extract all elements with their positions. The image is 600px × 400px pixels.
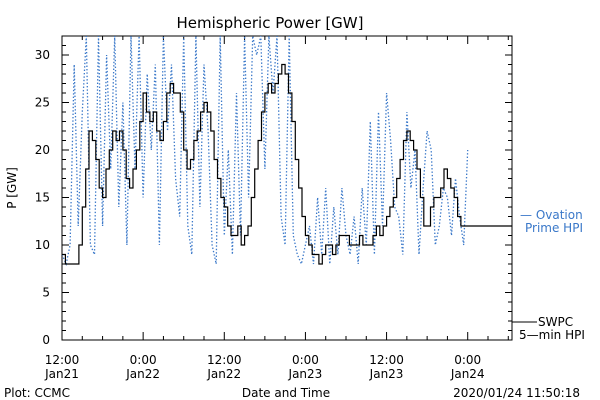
swpc-legend-line1: SWPC [538, 315, 573, 329]
chart-title: Hemispheric Power [GW] [177, 14, 364, 32]
plot-timestamp: 2020/01/24 11:50:18 [453, 386, 580, 400]
y-axis: 0 5 10 15 20 25 30 [35, 35, 512, 347]
swpc-legend-line2: 5—min HPI [519, 328, 585, 342]
x-tick-label-date: Jan23 [369, 367, 404, 381]
plot-credit: Plot: CCMC [4, 386, 70, 400]
ovation-legend-line2: Prime HPI [525, 221, 583, 235]
y-tick-label: 20 [35, 143, 50, 157]
x-tick-label-time: 0:00 [454, 353, 481, 367]
y-tick-label: 15 [35, 191, 50, 205]
y-tick-label: 25 [35, 96, 50, 110]
y-tick-label: 5 [42, 286, 50, 300]
x-tick-label-time: 12:00 [207, 353, 242, 367]
x-tick-label-time: 0:00 [130, 353, 157, 367]
plot-lines [62, 36, 512, 267]
x-axis: 12:00Jan210:00Jan2212:00Jan220:00Jan2312… [44, 36, 509, 381]
x-tick-label-date: Jan24 [450, 367, 485, 381]
x-axis-label: Date and Time [242, 386, 330, 400]
x-tick-label-time: 12:00 [369, 353, 404, 367]
x-tick-label-time: 12:00 [45, 353, 80, 367]
y-axis-label: P [GW] [5, 167, 19, 209]
x-tick-label-time: 0:00 [292, 353, 319, 367]
x-tick-label-date: Jan21 [44, 367, 79, 381]
x-tick-label-date: Jan22 [206, 367, 241, 381]
ovation-legend-line1: — Ovation [520, 208, 583, 222]
y-tick-label: 10 [35, 238, 50, 252]
y-tick-label: 30 [35, 48, 50, 62]
x-tick-label-date: Jan22 [125, 367, 160, 381]
swpc-hpi-series [62, 63, 512, 265]
y-tick-label: 0 [42, 333, 50, 347]
x-tick-label-date: Jan23 [288, 367, 323, 381]
ovation-prime-series [62, 36, 469, 267]
